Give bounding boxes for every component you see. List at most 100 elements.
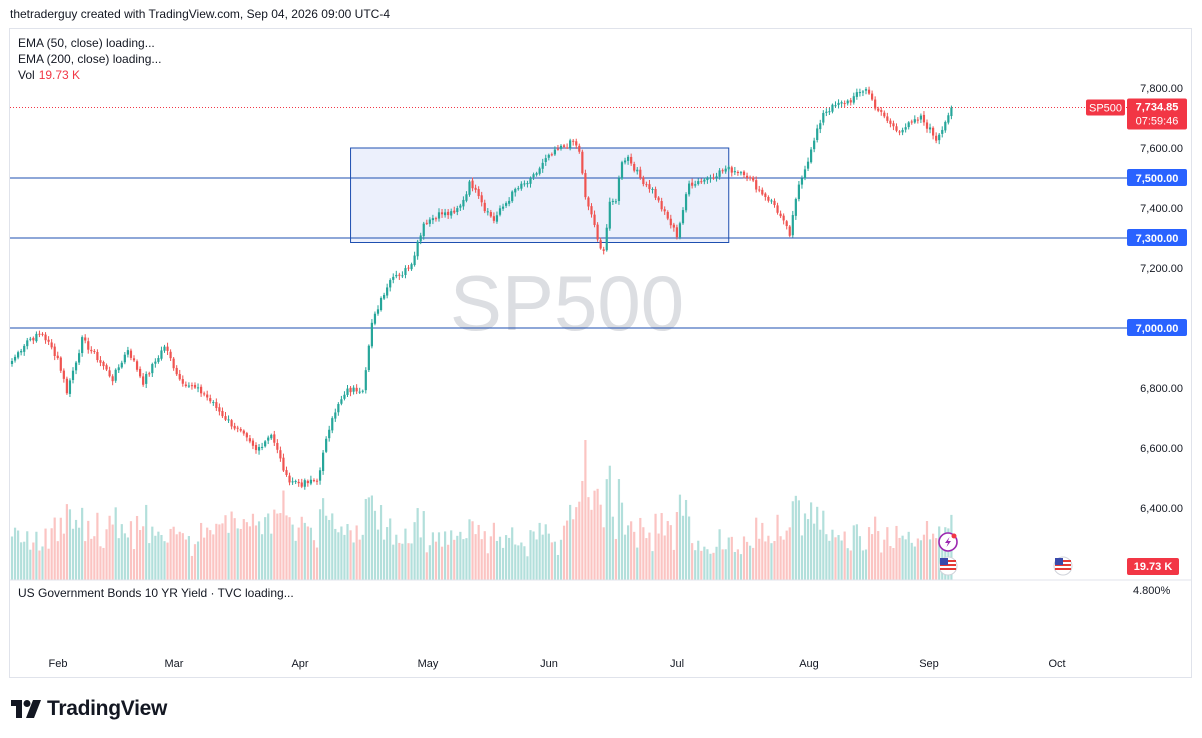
candle-body[interactable]	[251, 440, 255, 446]
candle-body[interactable]	[511, 191, 514, 202]
candle-body[interactable]	[633, 163, 636, 171]
candle-body[interactable]	[840, 102, 843, 104]
candle-body[interactable]	[44, 334, 47, 341]
bond-yield-legend[interactable]: US Government Bonds 10 YR Yield · TVC lo…	[18, 586, 294, 600]
candle-body[interactable]	[456, 208, 459, 213]
candle-body[interactable]	[93, 350, 96, 352]
candle-body[interactable]	[315, 480, 319, 482]
candle-body[interactable]	[227, 419, 230, 421]
candle-body[interactable]	[453, 210, 456, 213]
candle-body[interactable]	[675, 227, 678, 238]
candle-body[interactable]	[572, 140, 575, 142]
candle-body[interactable]	[791, 215, 794, 236]
candle-body[interactable]	[370, 322, 373, 347]
candle-body[interactable]	[553, 149, 556, 155]
tradingview-logo[interactable]: TradingView	[11, 697, 167, 721]
candle-body[interactable]	[294, 481, 297, 483]
candle-body[interactable]	[193, 384, 197, 388]
candle-body[interactable]	[117, 367, 120, 371]
candle-body[interactable]	[938, 134, 941, 141]
candle-body[interactable]	[828, 111, 831, 113]
candle-body[interactable]	[20, 350, 23, 353]
candle-body[interactable]	[386, 287, 389, 296]
candle-body[interactable]	[111, 376, 114, 382]
candle-body[interactable]	[520, 183, 523, 189]
candle-body[interactable]	[523, 183, 526, 185]
candle-body[interactable]	[733, 171, 736, 173]
candle-body[interactable]	[166, 346, 169, 351]
candle-body[interactable]	[230, 420, 233, 427]
candle-body[interactable]	[849, 100, 852, 103]
candle-body[interactable]	[309, 479, 312, 484]
candle-body[interactable]	[96, 351, 99, 361]
candle-body[interactable]	[364, 370, 367, 391]
candle-body[interactable]	[407, 267, 410, 269]
candle-body[interactable]	[242, 430, 245, 434]
candle-body[interactable]	[538, 168, 541, 174]
candle-body[interactable]	[901, 129, 904, 133]
candle-body[interactable]	[596, 224, 599, 240]
candle-body[interactable]	[422, 223, 425, 237]
candle-body[interactable]	[300, 482, 303, 487]
candle-body[interactable]	[13, 356, 17, 361]
candle-body[interactable]	[343, 394, 346, 399]
candle-body[interactable]	[712, 177, 715, 179]
candle-body[interactable]	[105, 365, 108, 370]
candle-body[interactable]	[181, 379, 184, 384]
candle-body[interactable]	[306, 480, 309, 484]
candle-body[interactable]	[608, 201, 611, 229]
candle-body[interactable]	[721, 170, 724, 172]
candle-body[interactable]	[325, 438, 328, 452]
candle-body[interactable]	[627, 156, 630, 161]
candle-body[interactable]	[99, 360, 102, 363]
candle-body[interactable]	[376, 309, 380, 314]
candle-body[interactable]	[532, 174, 535, 178]
candle-body[interactable]	[919, 115, 922, 120]
candle-body[interactable]	[17, 352, 20, 358]
candle-body[interactable]	[23, 345, 26, 352]
candle-body[interactable]	[724, 168, 727, 172]
candle-body[interactable]	[139, 368, 142, 377]
candle-body[interactable]	[163, 346, 166, 351]
candle-body[interactable]	[819, 123, 822, 130]
candle-body[interactable]	[187, 385, 190, 387]
candle-body[interactable]	[379, 298, 383, 311]
candle-body[interactable]	[71, 370, 75, 381]
candle-body[interactable]	[160, 350, 163, 359]
candle-body[interactable]	[474, 187, 477, 190]
candle-body[interactable]	[215, 402, 218, 409]
candle-body[interactable]	[196, 387, 200, 389]
candle-body[interactable]	[657, 197, 660, 201]
candle-body[interactable]	[913, 119, 916, 123]
candle-body[interactable]	[434, 218, 438, 220]
candle-body[interactable]	[916, 119, 919, 121]
candle-body[interactable]	[694, 184, 697, 186]
candle-body[interactable]	[346, 388, 349, 395]
candle-body[interactable]	[785, 221, 788, 227]
ema200-legend[interactable]: EMA (200, close) loading...	[18, 52, 162, 66]
candle-body[interactable]	[544, 158, 547, 162]
candle-body[interactable]	[736, 171, 739, 173]
candle-body[interactable]	[892, 123, 895, 127]
candle-body[interactable]	[718, 170, 721, 177]
candle-body[interactable]	[587, 197, 590, 207]
candle-body[interactable]	[617, 178, 621, 202]
candle-body[interactable]	[29, 338, 32, 340]
candle-body[interactable]	[498, 208, 502, 215]
candle-body[interactable]	[556, 148, 560, 150]
candle-body[interactable]	[273, 434, 276, 443]
candle-body[interactable]	[35, 333, 38, 342]
candle-body[interactable]	[340, 399, 343, 404]
candle-body[interactable]	[950, 107, 953, 117]
candle-body[interactable]	[605, 227, 608, 251]
candle-body[interactable]	[352, 387, 355, 392]
candle-body[interactable]	[928, 127, 932, 130]
candle-body[interactable]	[184, 384, 187, 386]
candle-body[interactable]	[120, 362, 123, 368]
candle-body[interactable]	[318, 470, 322, 481]
candle-body[interactable]	[447, 211, 450, 216]
candle-body[interactable]	[691, 182, 694, 186]
candle-body[interactable]	[758, 189, 761, 191]
candle-body[interactable]	[706, 177, 709, 181]
candle-body[interactable]	[935, 135, 938, 141]
